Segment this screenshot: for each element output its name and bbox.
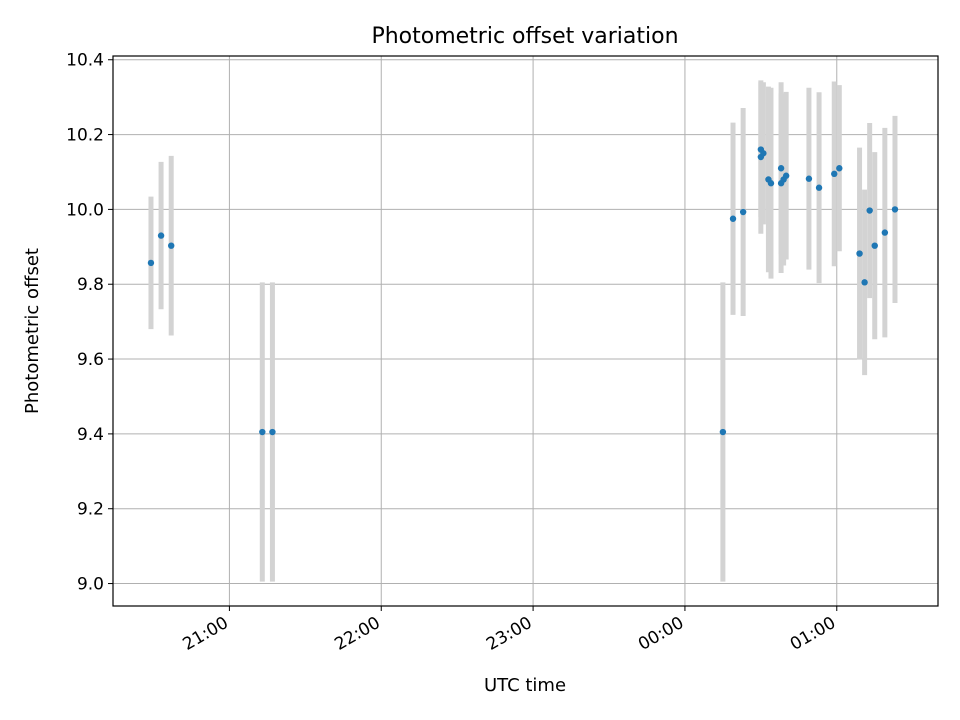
y-tick-label: 10.0 [66,200,104,220]
y-axis-label: Photometric offset [22,248,43,414]
data-point [157,232,165,239]
data-point [729,215,737,222]
data-point [782,172,790,179]
plot-frame [112,55,939,607]
data-point [739,208,747,216]
grid [113,56,938,606]
data-point [871,242,878,249]
y-tick-label: 9.0 [77,575,104,595]
y-tick-label: 10.4 [66,51,104,71]
y-tick-label: 9.8 [77,275,104,295]
data-point [805,175,813,182]
data-point [861,279,868,286]
data-point [719,428,727,436]
data-point [866,207,873,214]
data-point [856,250,863,257]
data-points [147,146,899,436]
data-point [147,259,155,267]
data-point [836,165,843,172]
data-point [269,428,276,436]
y-axis-ticks: 9.0 9.2 9.4 9.6 9.8 10.0 10.2 10.4 [66,51,113,595]
y-tick-label: 9.6 [77,350,104,370]
data-point [881,229,889,236]
data-point [777,165,785,172]
y-tick-label: 9.4 [77,425,104,445]
chart-title: Photometric offset variation [371,24,678,49]
x-axis-label: UTC time [484,675,566,696]
data-point [831,170,838,178]
y-tick-label: 10.2 [66,126,104,146]
data-point [767,180,775,187]
data-point [259,428,266,436]
data-point [815,184,823,191]
data-point [168,242,175,249]
y-tick-label: 9.2 [77,500,104,520]
data-point [760,150,767,157]
data-point [891,206,899,213]
